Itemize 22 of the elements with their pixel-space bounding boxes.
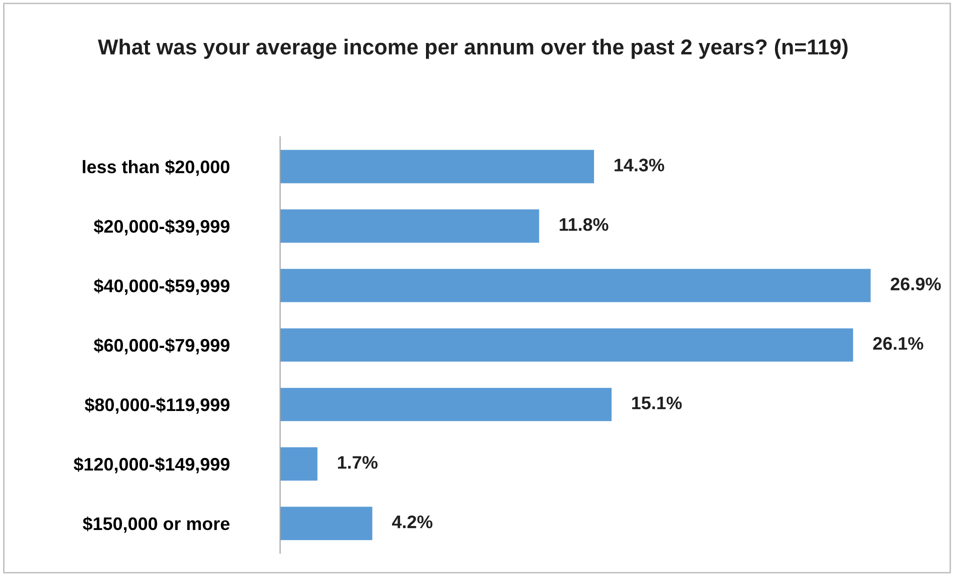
data-label: 15.1% bbox=[632, 396, 682, 410]
y-tick-label: $60,000-$79,999 bbox=[94, 338, 230, 354]
bar bbox=[280, 150, 594, 184]
y-tick-label: less than $20,000 bbox=[82, 160, 230, 176]
y-tick-label: $80,000-$119,999 bbox=[84, 398, 230, 414]
bar bbox=[280, 268, 871, 302]
data-label: 1.7% bbox=[338, 456, 378, 469]
bar bbox=[280, 447, 318, 481]
bar bbox=[280, 328, 854, 362]
data-label: 26.9% bbox=[890, 278, 941, 290]
bar bbox=[280, 209, 540, 243]
bar bbox=[280, 506, 372, 540]
bar bbox=[280, 388, 612, 422]
y-tick-label: $150,000 or more bbox=[82, 516, 230, 533]
chart-title: What was your average income per annum over the past 2 years? (n=119) bbox=[98, 38, 848, 59]
y-tick-label: $40,000-$59,999 bbox=[94, 278, 230, 295]
data-label: 26.1% bbox=[873, 337, 924, 350]
y-tick-label: $20,000-$39,999 bbox=[94, 219, 230, 236]
data-label: 14.3% bbox=[614, 158, 664, 172]
data-label: 4.2% bbox=[392, 515, 432, 528]
data-label: 11.8% bbox=[560, 218, 608, 231]
y-tick-label: $120,000-$149,999 bbox=[74, 457, 230, 474]
